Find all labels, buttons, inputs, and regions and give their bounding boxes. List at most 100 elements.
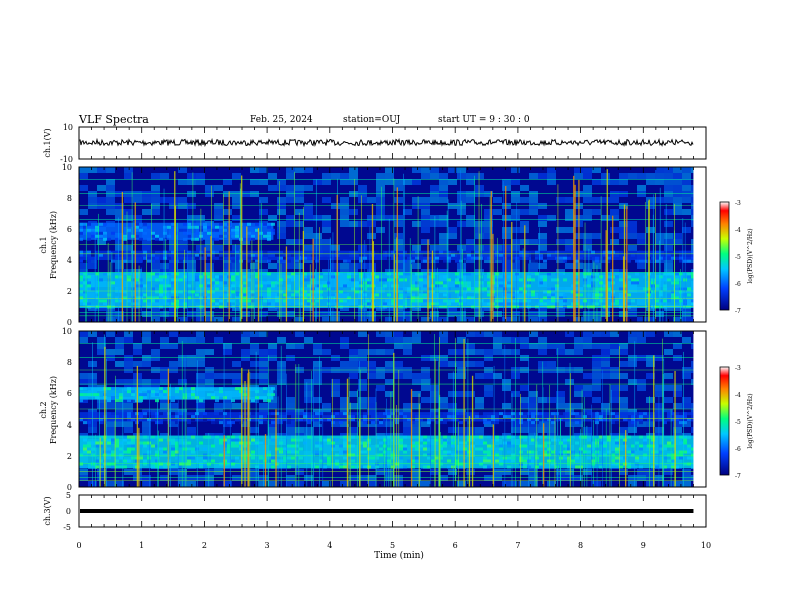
- spectrogram-cell: [124, 209, 133, 215]
- spectrogram-band-cell: [543, 275, 547, 279]
- spectrogram-band-cell: [343, 456, 347, 460]
- spectrogram-cell: [457, 209, 466, 215]
- spectrogram-cell: [331, 245, 340, 251]
- spectrogram-band-cell: [203, 412, 207, 416]
- spectrogram-band-cell: [375, 281, 379, 285]
- spectrogram-band-cell: [467, 253, 471, 257]
- spectrogram-band-cell: [455, 272, 459, 276]
- spectrogram-cell: [223, 343, 232, 349]
- spectrogram-band-cell: [275, 281, 279, 285]
- spectrogram-band-cell: [263, 415, 267, 419]
- spectrogram-band-cell: [179, 412, 183, 416]
- spectrogram-band-cell: [103, 272, 107, 276]
- spectrogram-band-cell: [419, 253, 423, 257]
- spectrogram-cell: [682, 191, 691, 197]
- spectrogram-band-cell: [231, 275, 235, 279]
- spectrogram-band-cell: [675, 450, 679, 454]
- spectrogram-band-cell: [487, 281, 491, 285]
- spectrogram-band-cell: [107, 438, 111, 442]
- spectrogram-band-cell: [179, 302, 183, 306]
- spectrogram-cell: [466, 179, 475, 185]
- spectrogram-band-cell: [571, 415, 575, 419]
- spectrogram-band-cell: [187, 225, 191, 229]
- spectrogram-band-cell: [579, 447, 583, 451]
- spectrogram-band-cell: [215, 225, 219, 229]
- spectrogram-cell: [232, 215, 241, 221]
- spectrogram-cell: [475, 403, 484, 409]
- spectrogram-band-cell: [239, 293, 243, 297]
- spectrogram-band-cell: [163, 290, 167, 294]
- spectrogram-band-cell: [267, 453, 271, 457]
- spectrogram-cell: [475, 245, 484, 251]
- spectrogram-band-cell: [175, 259, 179, 263]
- spectrogram-band-cell: [239, 421, 243, 425]
- spectrogram-band-cell: [463, 453, 467, 457]
- spectrogram-cell: [169, 245, 178, 251]
- spectrogram-band-cell: [511, 305, 515, 309]
- spectrogram-cell: [196, 379, 205, 385]
- spectrogram-cell: [439, 337, 448, 343]
- spectrogram-band-cell: [127, 390, 131, 394]
- spectrogram-band-cell: [239, 447, 243, 451]
- spectrogram-band-cell: [235, 296, 239, 300]
- spectrogram-band-cell: [571, 250, 575, 254]
- spectrogram-band-cell: [511, 456, 515, 460]
- spectrogram-band-cell: [275, 462, 279, 466]
- spectrogram-band-cell: [87, 441, 91, 445]
- spectrogram-band-cell: [487, 302, 491, 306]
- spectrogram-band-cell: [575, 412, 579, 416]
- spectrogram-band-cell: [591, 459, 595, 463]
- spectrogram-band-cell: [159, 278, 163, 282]
- spectrogram-band-cell: [155, 415, 159, 419]
- spectrogram-band-cell: [139, 393, 143, 397]
- spectrogram-cell: [457, 373, 466, 379]
- spectrogram-band-cell: [607, 278, 611, 282]
- spectrogram-band-cell: [603, 299, 607, 303]
- spectrogram-cell: [358, 379, 367, 385]
- spectrogram-band-cell: [191, 393, 195, 397]
- spectrogram-band-cell: [207, 253, 211, 257]
- spectrogram-band-cell: [599, 415, 603, 419]
- spectrogram-cell: [457, 427, 466, 433]
- spectrogram-band-cell: [507, 256, 511, 260]
- spectrogram-band-cell: [407, 296, 411, 300]
- spectrogram-cell: [205, 317, 214, 322]
- spectrogram-cell: [349, 475, 358, 481]
- spectrogram-cell: [142, 209, 151, 215]
- spectrogram-cell: [322, 179, 331, 185]
- spectrogram-band-cell: [111, 259, 115, 263]
- spectrogram-cell: [169, 421, 178, 427]
- spectrogram-band-cell: [343, 412, 347, 416]
- spectrogram-band-cell: [163, 275, 167, 279]
- spectrogram-cell: [673, 317, 682, 322]
- spectrogram-cell: [106, 421, 115, 427]
- spectrogram-cell: [106, 209, 115, 215]
- spectrogram-band-cell: [627, 293, 631, 297]
- spectrogram-band-cell: [323, 453, 327, 457]
- spectrogram-band-cell: [119, 396, 123, 400]
- spectrogram-band-cell: [319, 421, 323, 425]
- spectrogram-band-cell: [147, 275, 151, 279]
- spectrogram-cell: [142, 409, 151, 415]
- spectrogram-band-cell: [367, 305, 371, 309]
- spectrogram-band-cell: [127, 444, 131, 448]
- spectrogram-band-cell: [95, 296, 99, 300]
- spectrogram-cell: [259, 361, 268, 367]
- spectrogram-band-cell: [487, 444, 491, 448]
- spectrogram-cell: [358, 221, 367, 227]
- spectrogram-band-cell: [195, 272, 199, 276]
- spectrogram-band-cell: [187, 253, 191, 257]
- spectrogram-band-cell: [415, 438, 419, 442]
- spectrogram-band-cell: [643, 412, 647, 416]
- spectrogram-band-cell: [651, 418, 655, 422]
- spectrogram-band-cell: [167, 256, 171, 260]
- spectrogram-cell: [106, 481, 115, 487]
- spectrogram-band-cell: [275, 296, 279, 300]
- time-tick-label: 10: [701, 541, 711, 550]
- spectrogram-band-cell: [635, 272, 639, 276]
- spectrogram-band-cell: [519, 250, 523, 254]
- spectrogram-band-cell: [523, 459, 527, 463]
- spectrogram-band-cell: [539, 465, 543, 469]
- spectrogram-band-cell: [267, 284, 271, 288]
- spectrogram-band-cell: [139, 415, 143, 419]
